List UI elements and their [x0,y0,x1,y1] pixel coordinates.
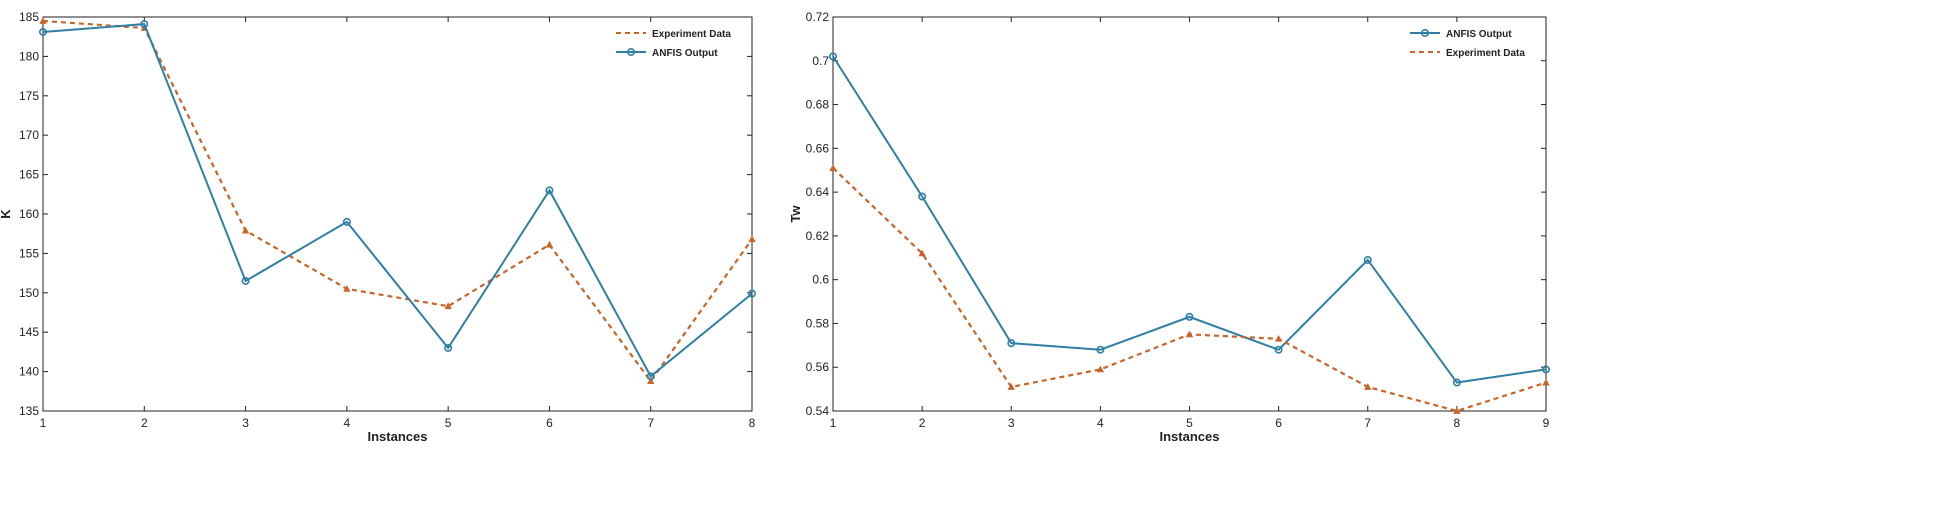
y-tick-label: 0.64 [806,185,830,199]
x-tick-label: 8 [749,416,756,430]
y-tick-label: 175 [19,89,39,103]
series-line [42,23,753,378]
y-tick-label: 150 [19,286,39,300]
y-tick-label: 185 [19,10,39,24]
y-axis-label: K [0,209,13,219]
x-tick-label: 3 [242,416,249,430]
x-tick-label: 5 [445,416,452,430]
data-point [1363,255,1372,264]
legend: ANFIS Output Experiment Data [1410,28,1525,59]
x-tick-label: 2 [919,416,926,430]
data-point [1185,330,1194,338]
y-tick-label: 145 [19,325,39,339]
data-point [1185,312,1194,321]
chart-1: 1 2 3 4 5 6 7 8 135 140 145 150 155 160 165 170 175 180 18… [0,10,756,444]
x-tick-label: 3 [1008,416,1015,430]
data-point [241,276,250,285]
data-point [829,164,837,171]
data-point [1096,365,1105,373]
x-tick-label: 1 [830,416,837,430]
data-point [646,372,655,381]
data-point [241,226,250,234]
data-point [1452,378,1461,387]
x-tick-label: 8 [1454,416,1461,430]
data-point [444,343,453,352]
data-point [1007,339,1016,348]
data-point [343,285,351,292]
data-point [1274,334,1283,342]
y-tick-label: 180 [19,49,39,63]
data-point [1007,383,1015,390]
data-point [39,17,47,24]
data-point [545,186,554,195]
legend-label: Experiment Data [1446,48,1525,59]
y-tick-label: 0.54 [806,404,830,418]
y-tick-label: 0.72 [806,10,830,24]
y-axis-label: Tw [788,205,803,223]
data-point [342,217,351,226]
plot-area [42,16,753,412]
legend: Experiment Data ANFIS Output [616,29,731,59]
y-tick-label: 160 [19,207,39,221]
x-tick-label: 1 [40,416,47,430]
y-tick-label: 0.62 [806,229,830,243]
y-tick-label: 0.6 [812,273,829,287]
x-tick-label: 6 [546,416,553,430]
data-point [1274,345,1283,354]
y-tick-label: 155 [19,246,39,260]
x-axis-label: Instances [1160,429,1220,444]
x-tick-label: 4 [344,416,351,430]
legend-label: Experiment Data [652,29,731,40]
x-axis-label: Instances [368,429,428,444]
x-tick-label: 4 [1097,416,1104,430]
y-tick-label: 0.66 [806,141,830,155]
x-tick-label: 9 [1543,416,1550,430]
data-point [140,20,149,29]
x-tick-label: 5 [1186,416,1193,430]
x-tick-label: 7 [1364,416,1371,430]
legend-marker [1421,28,1430,37]
y-tick-label: 170 [19,128,39,142]
legend-label: ANFIS Output [652,48,718,59]
data-point [918,249,926,257]
y-tick-label: 140 [19,365,39,379]
data-point [1096,345,1105,354]
data-point [1542,365,1551,374]
legend-marker [626,47,635,56]
data-point [545,240,554,248]
series-experiment-data [829,164,1550,414]
y-tick-label: 0.56 [806,360,830,374]
data-point [1364,383,1372,390]
series-anfis-output [828,52,1551,387]
data-point [647,377,655,384]
legend-label: ANFIS Output [1446,29,1512,40]
data-point [1542,378,1550,386]
series-anfis-output [38,20,756,381]
y-tick-label: 0.7 [812,54,829,68]
data-point [38,27,47,36]
x-tick-label: 2 [141,416,148,430]
data-point [918,192,927,201]
data-point [748,235,756,243]
y-tick-label: 135 [19,404,39,418]
series-line [832,55,1547,384]
plot-area [832,16,1547,412]
x-tick-label: 6 [1275,416,1282,430]
series-line [42,19,753,383]
data-point [444,302,452,310]
y-tick-label: 165 [19,168,39,182]
y-tick-label: 0.68 [806,98,830,112]
y-tick-label: 0.58 [806,316,830,330]
data-point [747,289,756,298]
data-point [1453,407,1461,414]
data-point [828,52,837,61]
x-tick-label: 7 [647,416,654,430]
chart-2: 1 2 3 4 5 6 7 8 9 0.54 0.56 0.58 0.6 0.62 0.64 0.66 0.68… [788,10,1551,444]
